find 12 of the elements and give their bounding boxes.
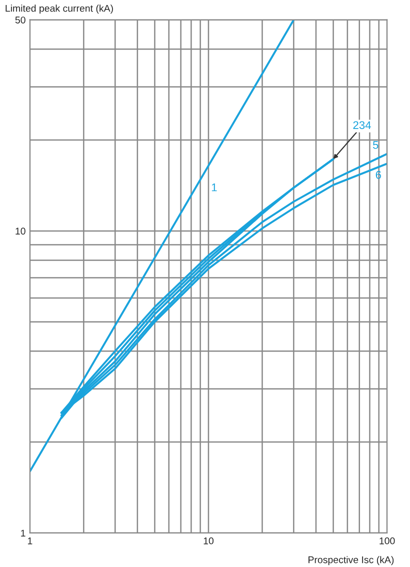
annotation: 234 [353,121,371,130]
x-axis-title: Prospective Isc (kA) [308,556,394,566]
x-tick-label: 100 [380,537,395,544]
y-tick-label: 10 [16,228,26,235]
y-tick-label: 50 [15,16,26,24]
y-axis-title: Limited peak current (kA) [6,4,113,14]
x-tick-label: 10 [204,537,214,544]
y-tick-label: 1 [21,530,26,537]
series-label: 1 [212,184,217,192]
x-tick-label: 1 [28,538,32,544]
series-label: 6 [376,170,381,179]
series-label: 5 [372,141,378,149]
